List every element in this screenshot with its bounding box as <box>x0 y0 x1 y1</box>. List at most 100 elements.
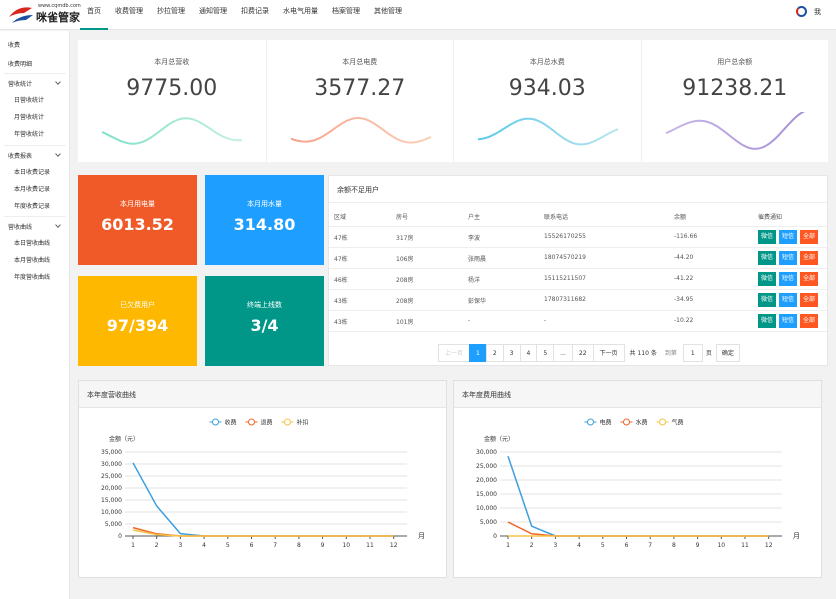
y-tick-label: 10,000 <box>101 509 122 516</box>
page-button[interactable]: 2 <box>485 343 504 362</box>
table-cell: 15526170255 <box>544 233 586 240</box>
sidebar-item[interactable]: 本日营收曲线 <box>14 240 51 247</box>
table-cell: 李波 <box>468 235 481 242</box>
series-line <box>507 521 769 537</box>
y-tick-label: 25,000 <box>101 473 122 480</box>
menu-item[interactable]: 抄拉管理 <box>157 7 185 15</box>
action-button[interactable]: 短信 <box>779 272 797 286</box>
action-button[interactable]: 微信 <box>758 314 776 328</box>
action-button[interactable]: 短信 <box>779 314 797 328</box>
y-tick-label: 0 <box>118 533 122 540</box>
sidebar-group[interactable]: 营收曲线 <box>8 224 33 231</box>
sidebar-item[interactable]: 本日收费记录 <box>14 169 51 176</box>
sidebar-item[interactable]: 日营收统计 <box>14 97 45 104</box>
table-cell: -34.95 <box>674 296 694 303</box>
stat-tile: 终端上线数 3/4 <box>205 276 324 366</box>
menu-item[interactable]: 其他管理 <box>374 7 402 15</box>
table-cell: 101房 <box>396 319 414 326</box>
table-cell: -44.20 <box>674 254 694 261</box>
action-button[interactable]: 全部 <box>800 251 818 265</box>
table-cell: 208房 <box>396 298 414 305</box>
action-button[interactable]: 全部 <box>800 314 818 328</box>
page-button[interactable]: 1 <box>469 343 487 362</box>
page-button[interactable]: ... <box>553 343 573 362</box>
legend-marker <box>284 418 291 426</box>
x-tick-label: 6 <box>250 542 254 549</box>
logo-text: 咪雀管家 <box>36 11 80 24</box>
table-cell: -10.22 <box>674 317 694 324</box>
summary-label: 本月总电费 <box>342 58 378 66</box>
table-cell: 47栋 <box>334 256 348 263</box>
page-button[interactable]: 5 <box>536 343 555 362</box>
x-tick-label: 7 <box>273 542 277 549</box>
legend-marker <box>248 418 255 426</box>
row-divider <box>329 247 827 248</box>
action-button[interactable]: 全部 <box>800 272 818 286</box>
sidebar-group[interactable]: 营收统计 <box>8 81 33 88</box>
confirm-button[interactable]: 确定 <box>715 343 740 362</box>
prev-button[interactable]: 上一页 <box>438 343 471 362</box>
menu-item[interactable]: 水电气用量 <box>283 7 318 15</box>
page-button[interactable]: 3 <box>502 343 521 362</box>
x-tick-label: 4 <box>202 542 206 549</box>
tile-label: 已欠费用户 <box>120 301 155 309</box>
x-tick-label: 5 <box>226 542 230 549</box>
page-button[interactable]: 4 <box>519 343 538 362</box>
menu-item[interactable]: 首页 <box>80 0 108 30</box>
y-tick-label: 30,000 <box>476 449 497 456</box>
x-axis-label: 月 <box>418 532 425 540</box>
pagination: 上一页 1 2 3 4 5... 22 下一页共 110 条到第 1 页确定 <box>438 343 740 362</box>
chart-panel: 本年度营收曲线 收费 退费 补扣 金额（元） 0 5,000 10,000 15,000 20,0… <box>78 380 447 578</box>
menu-item[interactable]: 收费管理 <box>115 7 143 15</box>
sidebar-item[interactable]: 月营收统计 <box>14 114 45 121</box>
table-cell: 317房 <box>396 235 414 242</box>
wave <box>477 117 619 146</box>
table-header: 联系电话 <box>544 214 569 221</box>
sidebar-item[interactable]: 收费 <box>8 42 21 49</box>
sidebar-item[interactable]: 年度收费记录 <box>14 203 51 210</box>
chart-panel: 本年度费用曲线 电费 水费 气费 金额（元） 0 5,000 10,000 15,000 20,0… <box>453 380 822 578</box>
series-line <box>132 462 394 537</box>
summary-item: 本月总营收 9775.00 <box>78 40 266 162</box>
sidebar-item[interactable]: 年度营收曲线 <box>14 274 51 281</box>
page-button[interactable]: 22 <box>571 343 594 362</box>
x-tick-label: 3 <box>178 542 182 549</box>
menu-item[interactable]: 档案管理 <box>332 7 360 15</box>
summary-value: 3577.27 <box>314 76 406 101</box>
action-button[interactable]: 短信 <box>779 251 797 265</box>
chevron <box>55 79 61 85</box>
sidebar-group[interactable]: 收费报表 <box>8 153 33 160</box>
menu-item[interactable]: 通知管理 <box>199 7 227 15</box>
legend-label: 补扣 <box>297 419 309 427</box>
series-line <box>132 526 394 537</box>
sidebar-item[interactable]: 收费明细 <box>8 61 33 68</box>
menu-item[interactable]: 扣费记录 <box>241 7 269 15</box>
next-button[interactable]: 下一页 <box>592 343 625 362</box>
row-divider <box>329 268 827 269</box>
table-cell: 17807311682 <box>544 296 586 303</box>
page-total: 共 110 条 <box>629 350 657 357</box>
x-axis-label: 月 <box>793 532 800 540</box>
action-button[interactable]: 微信 <box>758 272 776 286</box>
action-button[interactable]: 微信 <box>758 230 776 244</box>
sidebar-item[interactable]: 年营收统计 <box>14 131 45 138</box>
divider <box>329 202 827 203</box>
action-button[interactable]: 短信 <box>779 293 797 307</box>
wave-decoration <box>477 117 619 146</box>
sidebar-item[interactable]: 本月收费记录 <box>14 186 51 193</box>
goto-input[interactable]: 1 <box>682 343 703 362</box>
x-tick-label: 2 <box>155 542 159 549</box>
stat-tile: 本月用水量 314.80 <box>205 175 324 265</box>
y-tick-label: 10,000 <box>476 505 497 512</box>
action-button[interactable]: 全部 <box>800 230 818 244</box>
action-button[interactable]: 微信 <box>758 293 776 307</box>
legend-label: 收费 <box>225 419 237 427</box>
action-button[interactable]: 短信 <box>779 230 797 244</box>
legend-label: 电费 <box>600 419 612 427</box>
action-button[interactable]: 微信 <box>758 251 776 265</box>
action-button[interactable]: 全部 <box>800 293 818 307</box>
sidebar-item[interactable]: 本月营收曲线 <box>14 257 51 264</box>
user-name[interactable]: 我 <box>814 8 821 16</box>
goto-suffix: 页 <box>705 350 712 357</box>
x-tick-label: 2 <box>530 542 534 549</box>
